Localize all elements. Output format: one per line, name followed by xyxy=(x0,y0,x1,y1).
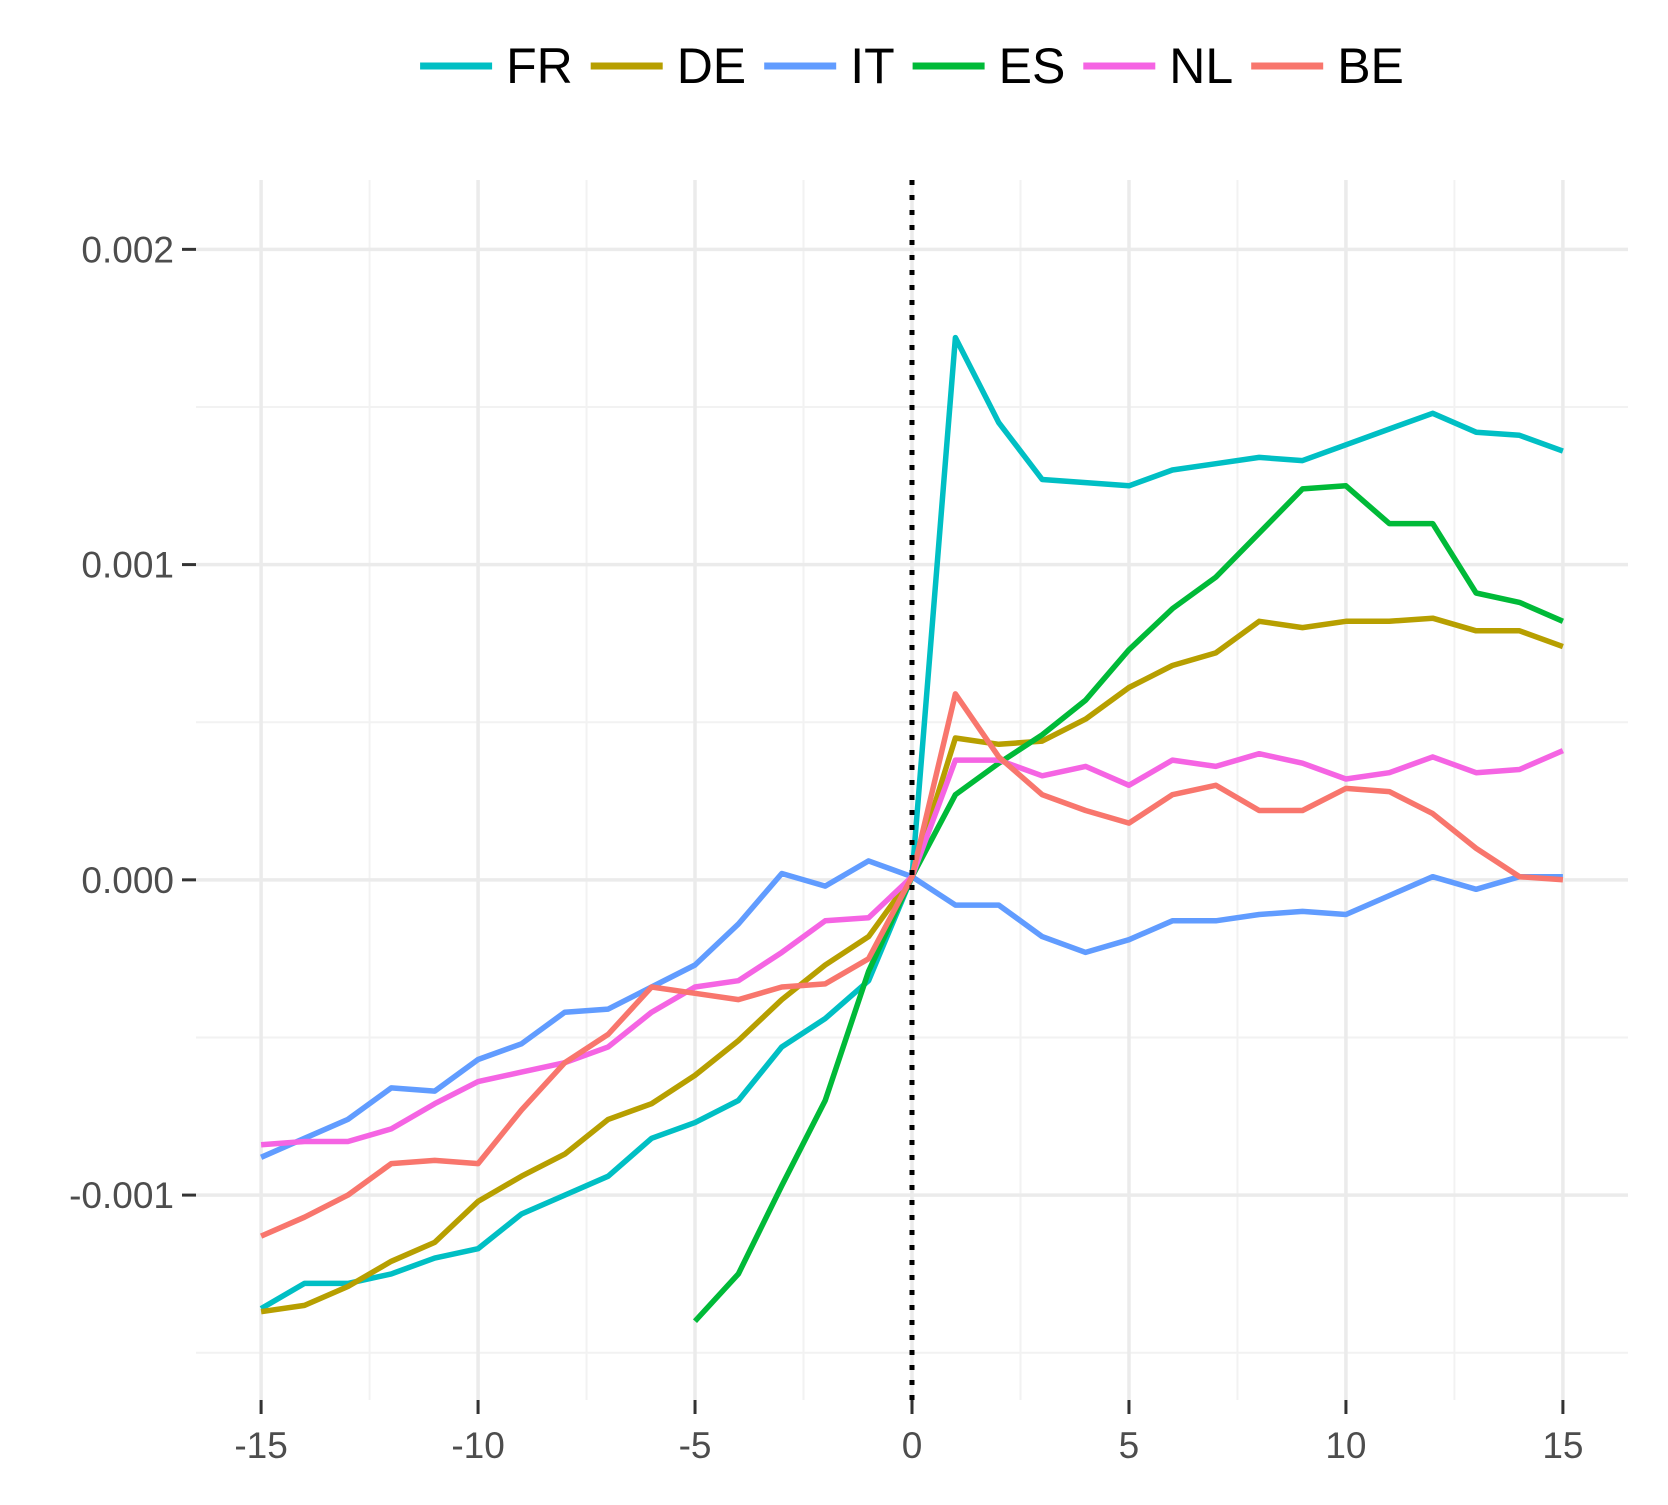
x-tick-label: 15 xyxy=(1542,1425,1583,1466)
y-tick-label: 0.000 xyxy=(81,860,174,901)
legend-label-it: IT xyxy=(850,38,894,94)
legend-label-be: BE xyxy=(1337,38,1404,94)
x-tick-label: -15 xyxy=(234,1425,287,1466)
y-tick-label: 0.001 xyxy=(81,545,174,586)
series-layer xyxy=(259,334,1564,1324)
x-tick-label: 10 xyxy=(1325,1425,1366,1466)
y-axis: -0.001 0.000 0.001 0.002 xyxy=(69,229,196,1216)
x-tick-label: 0 xyxy=(902,1425,923,1466)
x-tick-label: -5 xyxy=(679,1425,712,1466)
grid-major xyxy=(196,180,1628,1400)
series-line-es xyxy=(692,483,1564,1324)
x-axis: -15 -10 -5 0 5 10 15 xyxy=(234,1400,1583,1466)
legend-label-nl: NL xyxy=(1169,38,1233,94)
legend-item-de: DE xyxy=(590,38,746,94)
y-tick-label: -0.001 xyxy=(69,1175,174,1216)
legend-label-fr: FR xyxy=(506,38,573,94)
legend-item-nl: NL xyxy=(1083,38,1233,94)
legend-item-be: BE xyxy=(1251,38,1404,94)
x-tick-label: 5 xyxy=(1119,1425,1140,1466)
legend-label-es: ES xyxy=(999,38,1066,94)
y-tick-label: 0.002 xyxy=(81,229,174,270)
legend-item-es: ES xyxy=(912,38,1066,94)
series-line-be xyxy=(260,691,1564,1239)
x-tick-label: -10 xyxy=(451,1425,504,1466)
legend-item-it: IT xyxy=(764,38,895,94)
legend-label-de: DE xyxy=(677,38,746,94)
legend-item-fr: FR xyxy=(420,38,573,94)
legend: FR DE IT ES NL BE xyxy=(420,38,1404,94)
